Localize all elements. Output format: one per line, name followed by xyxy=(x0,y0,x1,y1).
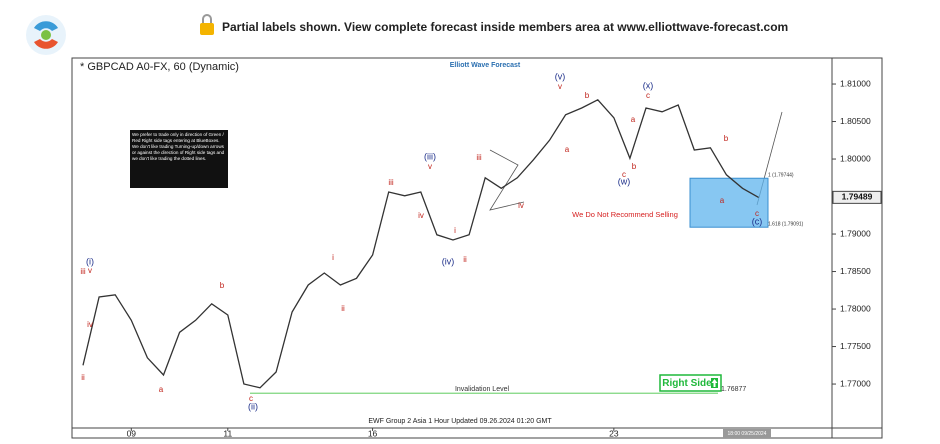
wave-label: c xyxy=(755,209,759,218)
invalidation-value: 1.76877 xyxy=(721,386,746,393)
wave-label: (iii) xyxy=(424,151,436,161)
y-tick-label: 1.79000 xyxy=(840,228,871,238)
wave-label: v xyxy=(558,82,562,91)
x-tick-label: 23 xyxy=(609,428,619,438)
wave-label: b xyxy=(585,91,590,100)
wave-label: (w) xyxy=(618,176,631,186)
box-low-label: 1.618 (1.79091) xyxy=(768,222,804,228)
wave-label: iv xyxy=(87,320,93,329)
y-tick-label: 1.77500 xyxy=(840,341,871,351)
wave-label: (c) xyxy=(752,216,763,226)
wave-label: b xyxy=(632,162,637,171)
blue-box xyxy=(689,177,769,228)
x-tick-label: 16 xyxy=(368,428,378,438)
logo xyxy=(26,15,66,55)
wave-label: a xyxy=(565,145,570,154)
wave-label: (x) xyxy=(643,80,654,90)
wave-label: iii xyxy=(80,267,86,276)
wave-label: a xyxy=(720,196,725,205)
lock-icon xyxy=(200,14,214,35)
y-tick-label: 1.78000 xyxy=(840,303,871,313)
wave-label: iv xyxy=(518,201,524,210)
wave-label: ii xyxy=(81,373,85,382)
wave-label: (ii) xyxy=(248,401,258,411)
wave-label: i xyxy=(454,226,456,235)
crosshair-time: 18:00 09/25/2024 xyxy=(728,431,767,437)
y-tick-label: 1.80500 xyxy=(840,116,871,126)
wave-label: v xyxy=(88,266,92,275)
wave-label: ii xyxy=(463,255,467,264)
x-tick-label: 11 xyxy=(223,428,232,438)
chart-frame xyxy=(71,57,883,439)
price-tag xyxy=(832,190,882,204)
y-tick-label: 1.81000 xyxy=(840,78,871,88)
wave-label: (iv) xyxy=(442,256,455,266)
y-tick-label: 1.77000 xyxy=(840,378,871,388)
crosshair-box xyxy=(723,429,771,438)
wave-label: c xyxy=(646,91,650,100)
x-tick-label: 09 xyxy=(127,428,137,438)
right-side-label: Right Side xyxy=(662,378,712,389)
right-side-tag: Right Side xyxy=(659,374,722,392)
footer: EWF Group 2 Asia 1 Hour Updated 09.26.20… xyxy=(368,418,552,425)
price-line xyxy=(82,98,759,389)
y-tick-label: 1.80000 xyxy=(840,153,871,163)
warning-text: We Do Not Recommend Selling xyxy=(572,210,678,219)
wave-label: iii xyxy=(388,178,394,187)
chart-title: * GBPCAD A0-FX, 60 (Dynamic) xyxy=(80,61,239,73)
box-high-label: 1 (1.79744) xyxy=(768,173,794,179)
wave-label: (v) xyxy=(555,71,566,81)
y-tick-label: 1.78500 xyxy=(840,266,871,276)
wave-label: b xyxy=(220,281,225,290)
brand: Elliott Wave Forecast xyxy=(450,62,521,69)
wave-label: c xyxy=(622,170,626,179)
header-text: Partial labels shown. View complete fore… xyxy=(222,20,789,34)
note-box: We prefer to trade only in direction of … xyxy=(130,130,228,188)
wave-label: v xyxy=(428,162,432,171)
invalidation-label: Invalidation Level xyxy=(455,386,510,393)
wave-label: iv xyxy=(418,211,424,220)
wave-label: i xyxy=(332,253,334,262)
wave-label: (i) xyxy=(86,256,94,266)
wave-label: a xyxy=(631,115,636,124)
wedge xyxy=(489,149,525,211)
wave-label: a xyxy=(159,385,164,394)
price-tag-label: 1.79489 xyxy=(842,192,873,202)
wave-label: c xyxy=(249,394,253,403)
wave-label: ii xyxy=(341,304,345,313)
wave-label: b xyxy=(724,134,729,143)
wave-label: iii xyxy=(476,153,482,162)
